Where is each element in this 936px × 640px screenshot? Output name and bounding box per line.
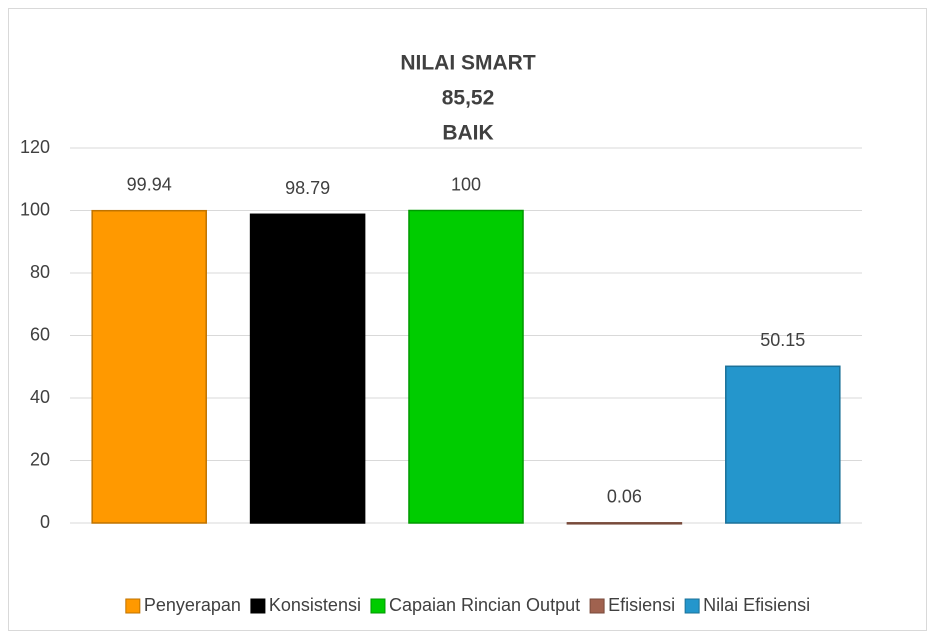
y-tick-label: 100 <box>20 199 50 219</box>
bar <box>408 209 524 524</box>
chart-title: NILAI SMART <box>400 52 535 75</box>
bar <box>566 522 683 525</box>
data-label: 98.79 <box>285 178 330 198</box>
data-label: 100 <box>451 174 481 194</box>
legend-swatch <box>250 598 266 614</box>
legend-swatch <box>589 598 605 614</box>
data-label: 50.15 <box>760 330 805 350</box>
data-label: 0.06 <box>607 487 642 507</box>
legend-label: Nilai Efisiensi <box>703 595 810 615</box>
y-tick-label: 40 <box>30 387 50 407</box>
legend-swatch <box>684 598 700 614</box>
legend-label: Efisiensi <box>608 595 675 615</box>
legend-label: Capaian Rincian Output <box>389 595 580 615</box>
y-tick-label: 20 <box>30 449 50 469</box>
legend-swatch <box>370 598 386 614</box>
chart-title: 85,52 <box>442 87 495 110</box>
y-tick-label: 60 <box>30 324 50 344</box>
y-tick-label: 80 <box>30 262 50 282</box>
bar <box>725 365 841 524</box>
chart-title: BAIK <box>442 122 493 145</box>
bar <box>91 209 207 524</box>
data-label: 99.94 <box>127 174 172 194</box>
legend-swatch <box>125 598 141 614</box>
bar <box>249 213 366 524</box>
y-tick-label: 120 <box>20 137 50 157</box>
y-tick-label: 0 <box>40 512 50 532</box>
legend-label: Konsistensi <box>269 595 361 615</box>
legend-label: Penyerapan <box>144 595 241 615</box>
